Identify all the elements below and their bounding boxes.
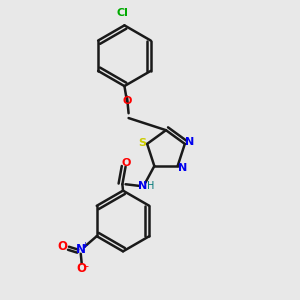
Text: Cl: Cl	[117, 8, 129, 18]
Text: O: O	[122, 96, 132, 106]
Text: O: O	[77, 262, 87, 275]
Text: N: N	[178, 163, 187, 172]
Text: S: S	[138, 138, 146, 148]
Text: N: N	[76, 243, 86, 256]
Text: N: N	[138, 181, 147, 191]
Text: O: O	[122, 158, 131, 169]
Text: -: -	[85, 261, 89, 271]
Text: +: +	[81, 241, 88, 250]
Text: O: O	[58, 240, 68, 253]
Text: N: N	[185, 137, 194, 147]
Text: H: H	[147, 182, 155, 191]
